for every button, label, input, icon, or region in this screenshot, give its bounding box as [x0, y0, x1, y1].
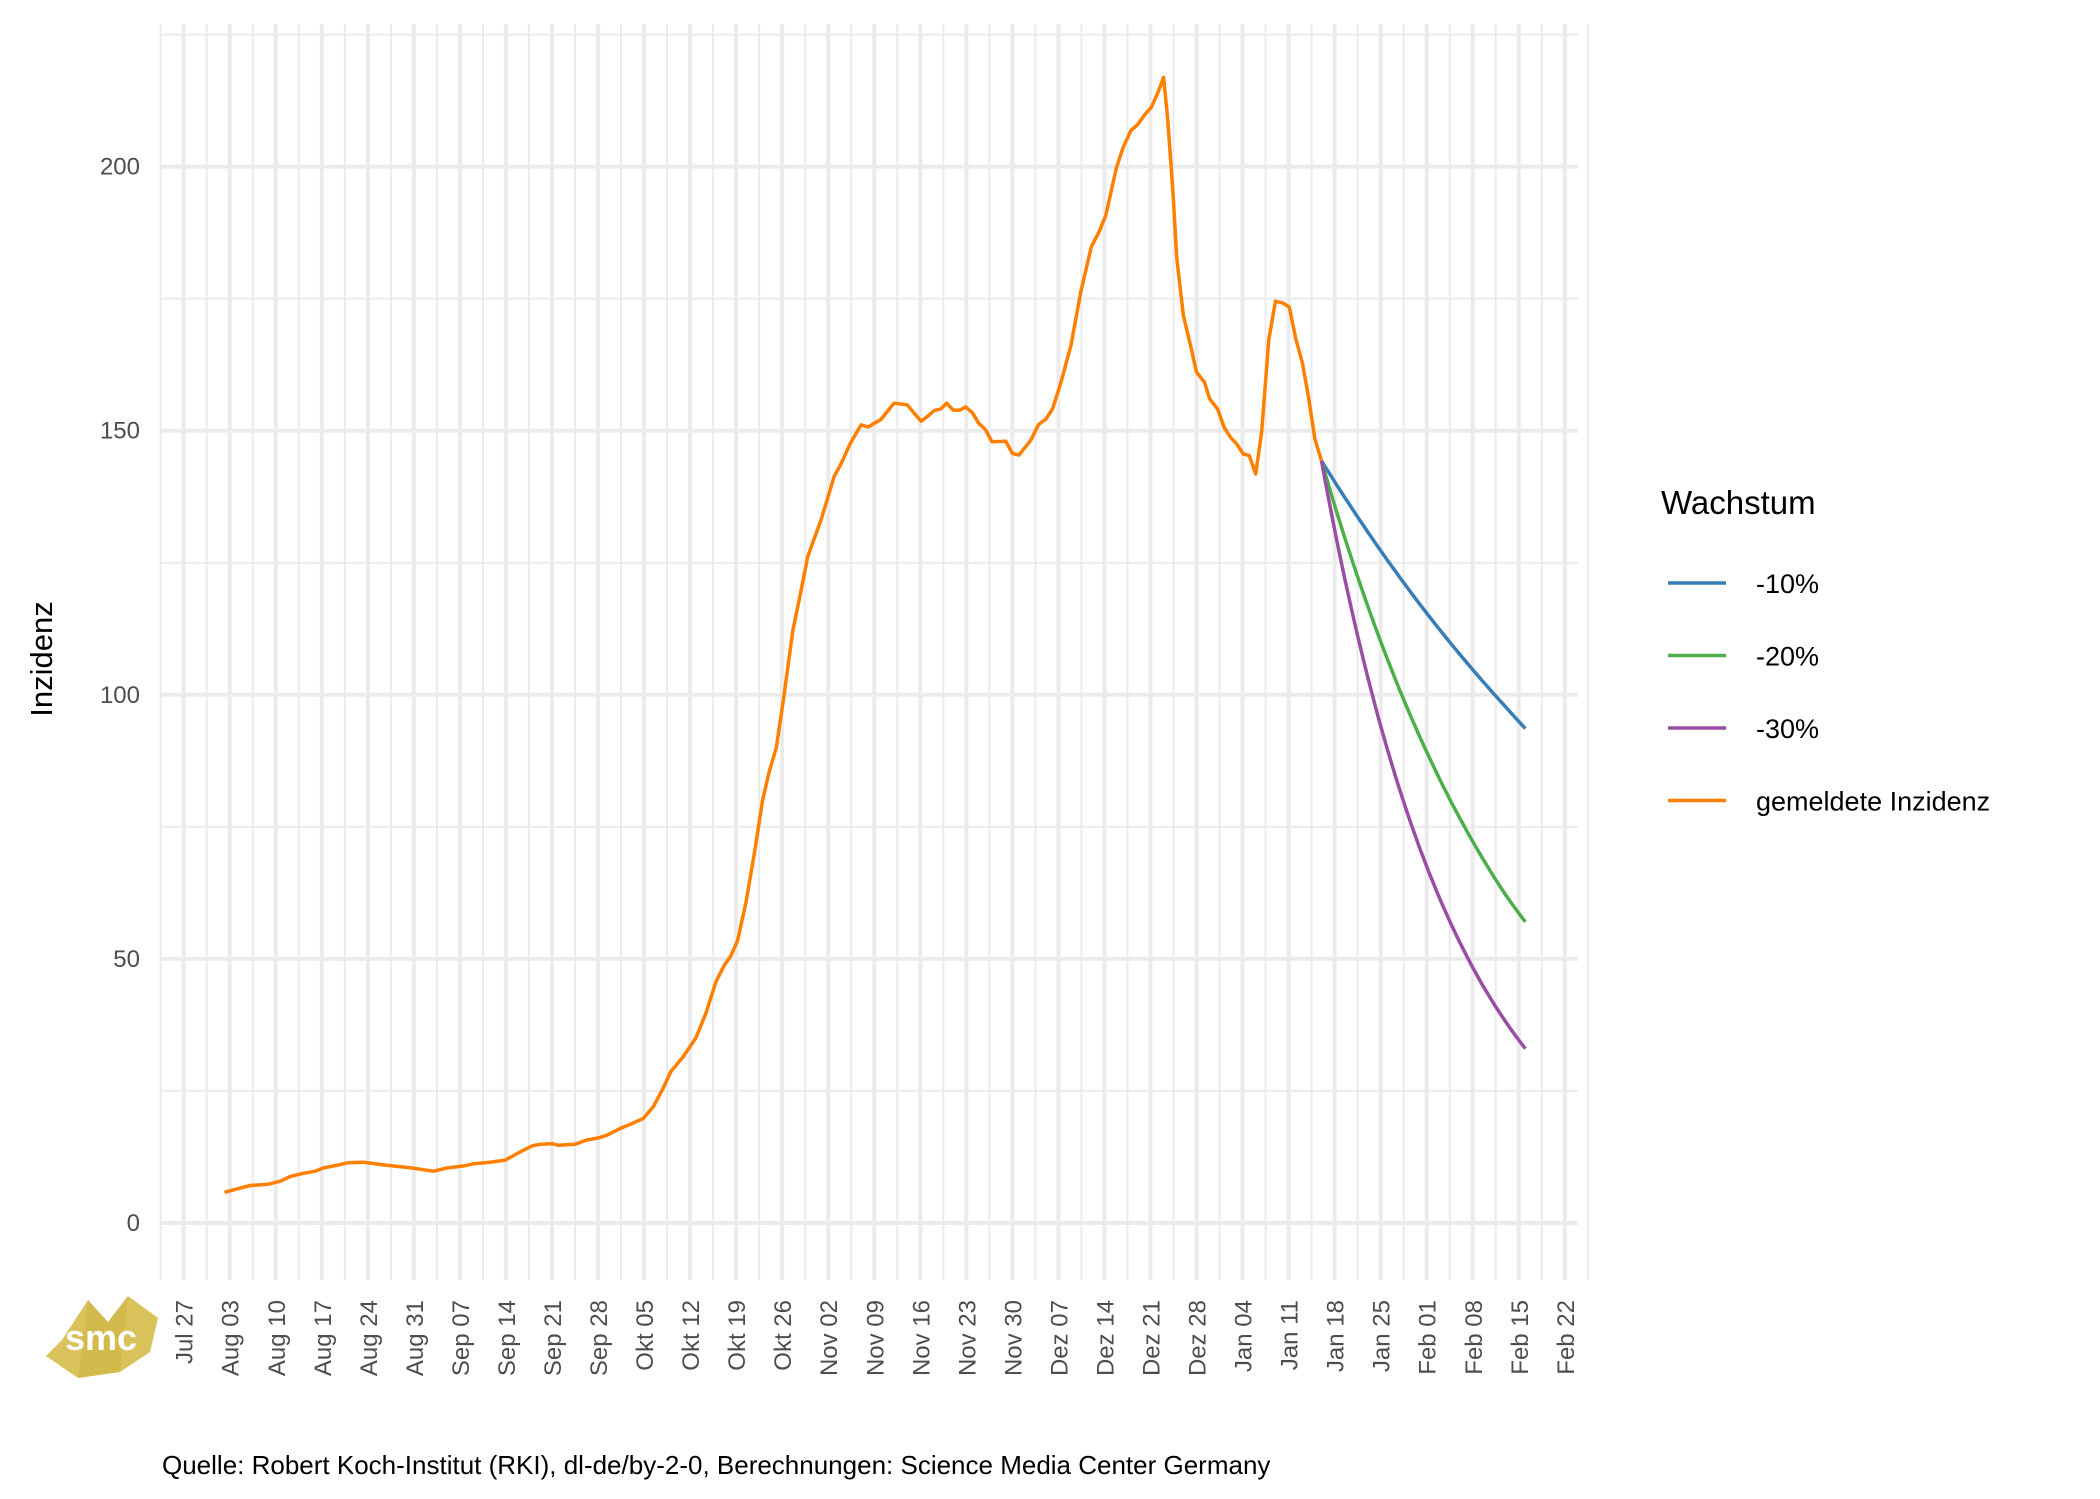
x-tick-label: Sep 28 — [586, 1300, 613, 1376]
legend-label: -10% — [1756, 569, 1819, 599]
legend-title: Wachstum — [1661, 484, 1816, 521]
legend: Wachstum -10% -20% -30% gemeldete Inzidenz — [1661, 484, 1990, 817]
x-tick-label: Dez 21 — [1138, 1300, 1165, 1376]
y-axis-title: Inzidenz — [24, 601, 59, 716]
y-tick-label: 0 — [127, 1210, 140, 1237]
x-tick-label: Jan 25 — [1369, 1300, 1396, 1372]
x-tick-label: Nov 23 — [954, 1300, 981, 1376]
x-tick-label: Aug 31 — [402, 1300, 429, 1376]
x-tick-label: Aug 03 — [218, 1300, 245, 1376]
x-tick-label: Nov 02 — [816, 1300, 843, 1376]
x-tick-label: Okt 12 — [678, 1300, 705, 1371]
x-tick-label: Nov 09 — [862, 1300, 889, 1376]
x-tick-label: Dez 07 — [1046, 1300, 1073, 1376]
caption: Quelle: Robert Koch-Institut (RKI), dl-d… — [162, 1450, 1270, 1480]
y-axis-ticks: 0 50 100 150 200 — [100, 154, 140, 1237]
x-tick-label: Nov 16 — [908, 1300, 935, 1376]
y-tick-label: 100 — [100, 682, 140, 709]
x-tick-label: Aug 10 — [264, 1300, 291, 1376]
x-tick-label: Feb 22 — [1553, 1300, 1580, 1375]
x-tick-label: Feb 01 — [1415, 1300, 1442, 1375]
y-tick-label: 50 — [113, 946, 140, 973]
x-tick-label: Dez 28 — [1185, 1300, 1212, 1376]
legend-label: -30% — [1756, 714, 1819, 744]
x-tick-label: Okt 19 — [724, 1300, 751, 1371]
x-tick-label: Okt 26 — [770, 1300, 797, 1371]
x-tick-label: Jul 27 — [172, 1300, 199, 1364]
series-line-20 — [1319, 460, 1527, 923]
x-tick-label: Jan 04 — [1231, 1300, 1258, 1372]
series-line-10 — [1320, 459, 1527, 730]
x-axis-ticks: Jul 27 Aug 03 Aug 10 Aug 17 Aug 24 Aug 31 Sep … — [172, 1300, 1580, 1376]
series-line-30 — [1319, 460, 1527, 1050]
x-tick-label: Sep 07 — [448, 1300, 475, 1376]
legend-label: -20% — [1756, 642, 1819, 672]
x-tick-label: Nov 30 — [1000, 1300, 1027, 1376]
y-tick-label: 200 — [100, 154, 140, 181]
x-tick-label: Dez 14 — [1092, 1300, 1119, 1376]
x-tick-label: Jan 18 — [1323, 1300, 1350, 1372]
x-tick-label: Aug 24 — [356, 1300, 383, 1376]
logo-text: smc — [65, 1317, 137, 1358]
legend-label: gemeldete Inzidenz — [1756, 787, 1990, 817]
smc-logo: smc — [46, 1296, 158, 1378]
series-lines — [224, 75, 1527, 1194]
series-line-gemeldete-inzidenz — [224, 75, 1324, 1194]
x-tick-label: Feb 08 — [1461, 1300, 1488, 1375]
x-tick-label: Sep 14 — [494, 1300, 521, 1376]
x-tick-label: Jan 11 — [1277, 1300, 1304, 1370]
x-tick-label: Okt 05 — [632, 1300, 659, 1371]
x-tick-label: Feb 15 — [1507, 1300, 1534, 1375]
x-tick-label: Aug 17 — [310, 1300, 337, 1376]
x-tick-label: Sep 21 — [540, 1300, 567, 1376]
gridlines — [159, 24, 1589, 1280]
y-tick-label: 150 — [100, 418, 140, 445]
